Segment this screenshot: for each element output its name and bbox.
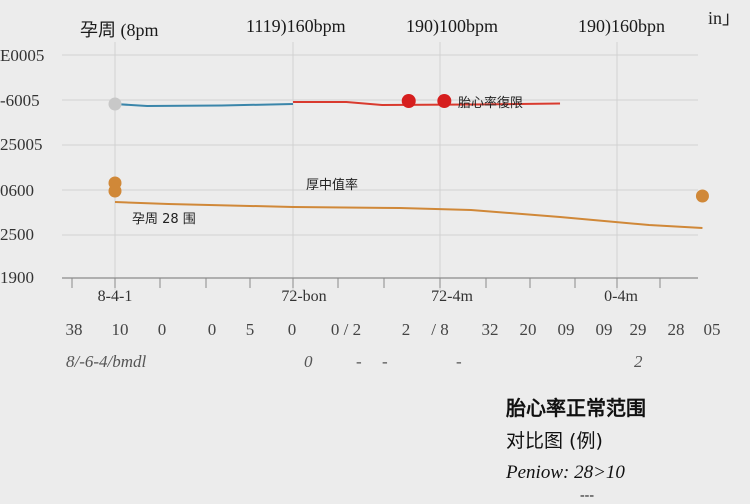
data-point-6 — [695, 189, 709, 203]
number-row-item: 05 — [703, 320, 721, 339]
top-label-4: 190)160bpn — [578, 16, 665, 36]
top-label-3: 190)100bpm — [406, 16, 498, 36]
second-row-mark: 0 — [304, 352, 313, 371]
number-row-item: 5 — [245, 320, 255, 339]
second-row-mark: - — [382, 352, 388, 371]
number-row-item: 10 — [111, 320, 129, 339]
second-row-mark: 2 — [634, 352, 643, 371]
legend-footer: Peniow: 28>10 — [506, 462, 625, 483]
annotation-middle: 厚中值率 — [306, 178, 359, 193]
annotation-upper-right: 胎心率復限 — [458, 96, 524, 111]
y-tick-4: 0600 — [0, 181, 34, 200]
corner-mark: in」 — [708, 8, 741, 28]
y-tick-2: -6005 — [0, 91, 40, 110]
legend-subtitle: 对比图 (例) — [506, 430, 603, 452]
x-tick-2: 72-bon — [281, 288, 327, 305]
number-row-item: 0 — [287, 320, 297, 339]
x-tick-4: 0-4m — [604, 288, 638, 305]
number-row-item: 2 — [401, 320, 411, 339]
second-row-mark: - — [356, 352, 362, 371]
number-row-item: 29 — [629, 320, 647, 339]
x-tick-1: 8-4-1 — [97, 288, 133, 305]
number-row-item: 0 / 2 — [330, 320, 362, 339]
second-row-left-label: 8/-6-4/bmdl — [66, 352, 147, 371]
y-tick-3: 25005 — [0, 135, 43, 154]
annotation-left-point: 孕周 28 围 — [132, 212, 196, 227]
y-tick-6: 1900 — [0, 268, 34, 287]
number-row-item: 38 — [65, 320, 83, 339]
data-point-1 — [108, 97, 122, 111]
data-point-3 — [437, 94, 452, 108]
number-row-item: 0 — [157, 320, 167, 339]
legend-title: 胎心率正常范围 — [506, 396, 646, 420]
number-row-item: 09 — [595, 320, 613, 339]
series-line-3 — [114, 201, 703, 229]
number-row-item: 32 — [481, 320, 499, 339]
x-tick-3: 72-4m — [431, 288, 473, 305]
legend-footer-cut: --- — [580, 488, 594, 503]
number-row-item: 09 — [557, 320, 575, 339]
second-row-mark: - — [456, 352, 462, 371]
top-label-2: 1119)160bpm — [246, 16, 346, 36]
series-line-2 — [293, 101, 561, 107]
number-row-item: / 8 — [431, 320, 449, 339]
data-point-2 — [401, 94, 416, 108]
number-row-item: 28 — [667, 320, 685, 339]
top-label-1: 孕周 (8pm — [80, 20, 159, 40]
number-row-item: 20 — [519, 320, 537, 339]
number-row-item: 0 — [207, 320, 217, 339]
series-line-1 — [114, 103, 294, 108]
data-point-5 — [108, 184, 122, 198]
y-tick-1: E0005 — [0, 46, 45, 65]
y-tick-5: 2500 — [0, 225, 34, 244]
